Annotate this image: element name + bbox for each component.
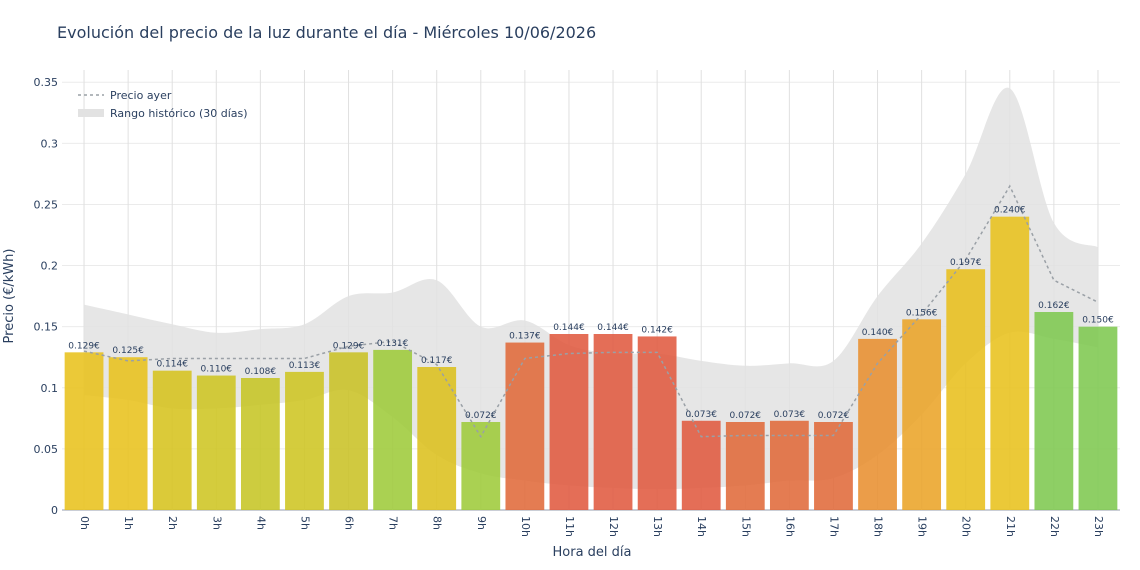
bar-label-5h: 0.113€ bbox=[289, 361, 321, 371]
bar-label-15h: 0.072€ bbox=[730, 411, 762, 421]
y-tick-label: 0 bbox=[51, 504, 58, 517]
x-tick-label: 16h bbox=[783, 516, 796, 537]
bar-11h bbox=[549, 334, 589, 510]
y-tick-label: 0.3 bbox=[41, 137, 59, 150]
x-tick-label: 17h bbox=[827, 516, 840, 537]
x-tick-label: 12h bbox=[607, 516, 620, 537]
x-axis-title: Hora del día bbox=[553, 545, 632, 560]
x-axis-ticks: 0h 1h 2h 3h 4h 5h 6h 7h 8h 9h 10h 11h 12h 13h 14h 15h 16… bbox=[78, 516, 1105, 537]
price-bars bbox=[64, 216, 1118, 510]
y-tick-label: 0.15 bbox=[34, 321, 59, 334]
bar-19h bbox=[902, 319, 942, 510]
y-tick-label: 0.1 bbox=[41, 382, 59, 395]
bar-label-6h: 0.129€ bbox=[333, 341, 365, 351]
bar-label-3h: 0.110€ bbox=[201, 365, 233, 375]
bar-3h bbox=[196, 375, 236, 510]
bar-label-22h: 0.162€ bbox=[1038, 301, 1070, 311]
bar-20h bbox=[946, 269, 986, 510]
bar-label-18h: 0.140€ bbox=[862, 328, 894, 338]
bar-22h bbox=[1034, 312, 1074, 510]
bar-7h bbox=[373, 349, 413, 510]
x-tick-label: 18h bbox=[872, 516, 885, 537]
bar-label-20h: 0.197€ bbox=[950, 258, 982, 268]
bar-label-12h: 0.144€ bbox=[597, 323, 629, 333]
bar-5h bbox=[285, 371, 324, 510]
x-tick-label: 0h bbox=[78, 516, 91, 530]
legend: Precio ayer Rango histórico (30 días) bbox=[78, 89, 248, 120]
x-tick-label: 20h bbox=[960, 516, 973, 537]
y-axis-title: Precio (€/kWh) bbox=[2, 249, 17, 344]
x-tick-label: 22h bbox=[1048, 516, 1061, 537]
bar-label-13h: 0.142€ bbox=[641, 325, 673, 335]
bar-label-8h: 0.117€ bbox=[421, 356, 453, 366]
bar-label-14h: 0.073€ bbox=[685, 410, 717, 420]
bar-label-16h: 0.073€ bbox=[774, 410, 806, 420]
chart-title: Evolución del precio de la luz durante e… bbox=[57, 23, 596, 42]
yesterday-price-line bbox=[83, 184, 1099, 439]
bar-label-1h: 0.125€ bbox=[112, 346, 144, 356]
bar-8h bbox=[417, 367, 457, 510]
legend-range-label: Rango histórico (30 días) bbox=[110, 107, 248, 120]
x-tick-label: 13h bbox=[651, 516, 664, 537]
x-tick-label: 5h bbox=[298, 516, 311, 530]
bar-12h bbox=[593, 334, 633, 510]
bar-2h bbox=[152, 370, 192, 510]
y-axis-ticks: 0 0.05 0.1 0.15 0.2 0.25 0.3 0.35 bbox=[34, 76, 59, 517]
bar-label-21h: 0.240€ bbox=[994, 206, 1026, 216]
bar-label-17h: 0.072€ bbox=[818, 411, 850, 421]
bar-9h bbox=[461, 422, 501, 510]
x-tick-label: 7h bbox=[387, 516, 400, 530]
bar-label-10h: 0.137€ bbox=[509, 332, 541, 342]
bar-label-7h: 0.131€ bbox=[377, 339, 409, 349]
x-tick-label: 9h bbox=[475, 516, 488, 530]
bar-label-23h: 0.150€ bbox=[1082, 316, 1114, 326]
bar-17h bbox=[814, 422, 853, 510]
bar-label-0h: 0.129€ bbox=[68, 341, 100, 351]
y-tick-label: 0.25 bbox=[34, 198, 59, 211]
bar-value-labels: 0.129€ 0.125€ 0.114€ 0.110€ 0.108€ 0.113€ 0.12… bbox=[68, 206, 1114, 421]
bar-label-2h: 0.114€ bbox=[156, 360, 188, 370]
bar-14h bbox=[681, 420, 721, 510]
bar-16h bbox=[769, 420, 809, 510]
x-tick-label: 15h bbox=[739, 516, 752, 537]
bar-1h bbox=[108, 357, 148, 510]
bar-6h bbox=[329, 352, 368, 510]
x-tick-label: 23h bbox=[1092, 516, 1105, 537]
bar-label-11h: 0.144€ bbox=[553, 323, 585, 333]
bar-21h bbox=[990, 216, 1030, 510]
y-tick-label: 0.2 bbox=[41, 260, 59, 273]
bar-label-19h: 0.156€ bbox=[906, 308, 938, 318]
x-tick-label: 2h bbox=[166, 516, 179, 530]
x-tick-label: 6h bbox=[343, 516, 356, 530]
x-tick-label: 4h bbox=[254, 516, 267, 530]
bar-4h bbox=[240, 378, 280, 510]
bar-23h bbox=[1078, 326, 1118, 510]
bar-15h bbox=[725, 422, 765, 510]
y-tick-label: 0.35 bbox=[34, 76, 59, 89]
x-tick-label: 11h bbox=[563, 516, 576, 537]
x-tick-label: 21h bbox=[1004, 516, 1017, 537]
bar-13h bbox=[637, 336, 677, 510]
yesterday-line bbox=[83, 184, 1099, 439]
x-tick-label: 10h bbox=[519, 516, 532, 537]
x-tick-label: 1h bbox=[122, 516, 135, 530]
x-tick-label: 3h bbox=[210, 516, 223, 530]
bar-10h bbox=[505, 342, 545, 510]
y-tick-label: 0.05 bbox=[34, 443, 59, 456]
x-tick-label: 14h bbox=[695, 516, 708, 537]
bar-18h bbox=[858, 338, 897, 510]
x-tick-label: 19h bbox=[916, 516, 929, 537]
bar-label-4h: 0.108€ bbox=[245, 367, 277, 377]
legend-range-swatch bbox=[78, 109, 104, 117]
legend-yesterday-label: Precio ayer bbox=[110, 89, 172, 102]
x-tick-label: 8h bbox=[431, 516, 444, 530]
bar-label-9h: 0.072€ bbox=[465, 411, 497, 421]
bar-0h bbox=[64, 352, 104, 510]
